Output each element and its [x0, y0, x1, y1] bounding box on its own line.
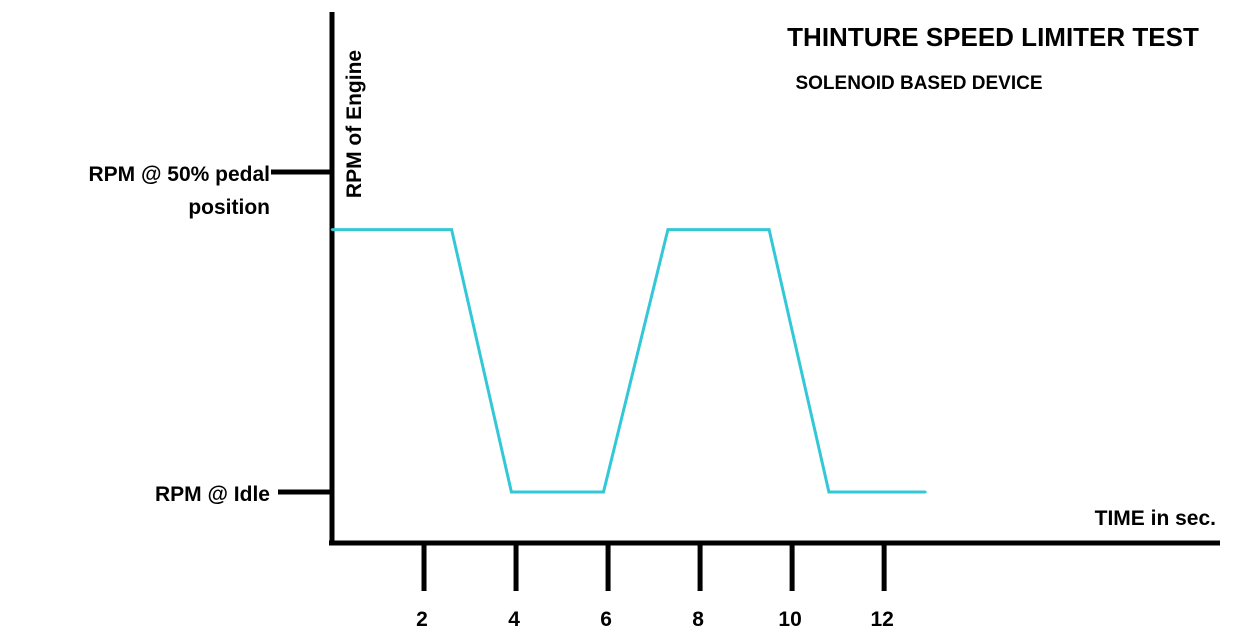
series-point-0-4 [666, 228, 670, 231]
series-point-0-6 [827, 490, 831, 494]
series-point-0-2 [510, 490, 513, 494]
y-level-label-idle: RPM @ Idle [155, 483, 270, 506]
x-tick-label-2: 2 [416, 608, 428, 629]
series-point-0-1 [450, 228, 453, 231]
y-level-label-high-line2: position [188, 196, 270, 219]
series-layer [330, 228, 927, 494]
series-point-0-3 [602, 490, 605, 494]
y-axis-label: RPM of Engine [343, 50, 366, 198]
chart-subtitle: SOLENOID BASED DEVICE [795, 73, 1042, 94]
series-point-0-0 [330, 228, 334, 231]
x-ticks: 2 4 6 8 10 12 [416, 543, 894, 629]
x-tick-label-10: 10 [778, 608, 801, 629]
x-axis-label: TIME in sec. [1095, 507, 1216, 530]
series-point-0-5 [767, 228, 771, 231]
series-line-0 [332, 228, 926, 494]
x-tick-label-6: 6 [600, 608, 612, 629]
x-tick-label-8: 8 [692, 608, 704, 629]
x-tick-label-4: 4 [508, 608, 520, 629]
series-point-0-7 [924, 490, 927, 494]
x-tick-label-12: 12 [870, 608, 893, 629]
chart-title: THINTURE SPEED LIMITER TEST [787, 22, 1199, 52]
y-level-label-high: RPM @ 50% pedal [88, 163, 270, 186]
